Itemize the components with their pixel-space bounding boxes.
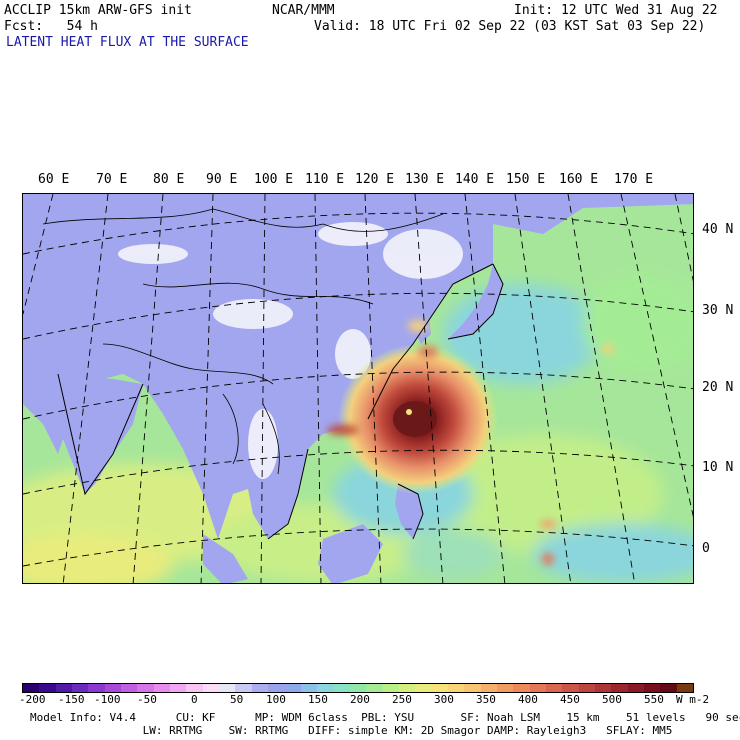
borneo [318,524,383,583]
lon-label-90e: 90 E [206,172,238,187]
colorbar-swatch [480,684,497,692]
colorbar-swatch [186,684,203,692]
cbar-label: 150 [308,693,328,706]
model-info-line1: Model Info: V4.4 CU: KF MP: WDM 6class P… [30,711,740,724]
colorbar-swatch [202,684,220,692]
model-title: ACCLIP 15km ARW-GFS init [4,3,192,18]
colorbar-swatch [284,684,301,692]
lon-label-70e: 70 E [96,172,128,187]
colorbar-swatch [317,684,334,692]
cbar-label: 100 [266,693,286,706]
lat-label-30n: 30 N [702,303,734,318]
cbar-label: 0 [191,693,198,706]
colorbar-swatch [415,684,432,692]
lat-label-20n: 20 N [702,380,734,395]
colorbar-swatch [382,684,399,692]
snow-patches [118,222,463,479]
colorbar-swatch [104,684,122,692]
cbar-label: 300 [434,693,454,706]
colorbar-swatch [398,684,416,692]
latent-heat-flux-map [22,193,694,584]
colorbar-swatch [72,684,89,692]
colorbar-swatch [121,684,138,692]
colorbar-swatch [578,684,596,692]
cbar-label: 50 [230,693,244,706]
lat-label-10n: 10 N [702,460,734,475]
colorbar-swatch [464,684,481,692]
colorbar-swatch [39,684,56,692]
forecast-hour: Fcst: 54 h [4,19,98,34]
institution-label: NCAR/MMM [272,3,335,18]
colorbar-swatch [611,684,628,692]
field-title: LATENT HEAT FLUX AT THE SURFACE [6,35,249,50]
colorbar-swatch [676,684,694,692]
cbar-label: 500 [602,693,622,706]
map-canvas [23,194,693,583]
graticule [23,194,693,583]
init-time: Init: 12 UTC Wed 31 Aug 22 [514,3,718,18]
typhoon-core [393,401,437,437]
colorbar-swatch [546,684,563,692]
lat-label-40n: 40 N [702,222,734,237]
valid-time: Valid: 18 UTC Fri 02 Sep 22 (03 KST Sat … [314,19,706,34]
lon-label-120e: 120 E [355,172,395,187]
philippines [395,484,423,539]
cbar-label: 450 [560,693,580,706]
cbar-label: -100 [94,693,121,706]
lon-label-130e: 130 E [405,172,445,187]
coastlines [57,263,504,540]
cbar-label: 250 [392,693,412,706]
colorbar-swatch [23,684,40,692]
colorbar-swatch [447,684,465,692]
colorbar-swatch [153,684,171,692]
lat-label-0: 0 [702,541,710,556]
lon-label-160e: 160 E [559,172,599,187]
cbar-label: 550 [644,693,664,706]
colorbar [22,683,694,693]
typhoon-eye [406,409,412,415]
sumatra [203,534,248,583]
colorbar-swatch [88,684,105,692]
japan-islands [443,264,503,344]
cbar-units: W m-2 [676,693,710,706]
colorbar-swatch [529,684,546,692]
colorbar-swatch [268,684,285,692]
colorbar-swatch [170,684,187,692]
lon-label-80e: 80 E [153,172,185,187]
colorbar-swatch [644,684,661,692]
colorbar-swatch [431,684,448,692]
cbar-label: 350 [476,693,496,706]
colorbar-swatch [251,684,269,692]
colorbar-swatch [349,684,367,692]
colorbar-swatch [366,684,383,692]
colorbar-swatch [513,684,530,692]
country-borders [42,208,444,475]
india-peninsula [58,374,143,494]
lon-label-100e: 100 E [254,172,294,187]
colorbar-swatch [137,684,154,692]
colorbar-swatch [333,684,350,692]
colorbar-swatch [562,684,579,692]
lon-label-60e: 60 E [38,172,70,187]
colorbar-swatch [300,684,318,692]
lon-label-150e: 150 E [506,172,546,187]
colorbar-swatch [219,684,236,692]
cbar-label: -200 [19,693,46,706]
colorbar-swatch [496,684,514,692]
cbar-label: -150 [58,693,85,706]
lon-label-110e: 110 E [305,172,345,187]
colorbar-swatch [235,684,252,692]
model-info-line2: LW: RRTMG SW: RRTMG DIFF: simple KM: 2D … [30,724,673,737]
lon-label-140e: 140 E [455,172,495,187]
cbar-label: 200 [350,693,370,706]
cbar-label: -50 [137,693,157,706]
lon-label-170e: 170 E [614,172,654,187]
colorbar-swatch [627,684,645,692]
colorbar-swatch [660,684,677,692]
cbar-label: 400 [518,693,538,706]
colorbar-swatch [595,684,612,692]
colorbar-swatch [55,684,73,692]
